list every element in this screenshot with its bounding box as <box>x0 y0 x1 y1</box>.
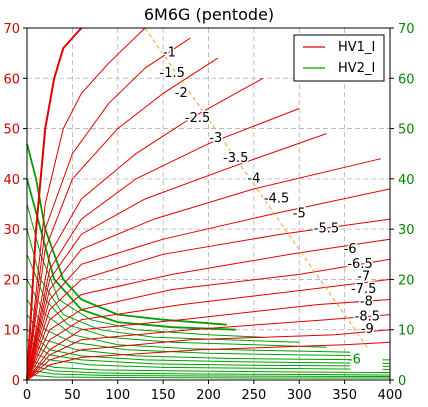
hv2-curve-12 <box>26 359 391 373</box>
extra-label: -6 <box>348 352 361 367</box>
axes: 0 50 100 150 200 250 300 350 4000102030405060700… <box>3 22 414 403</box>
x-tick-label-4: 200 <box>196 388 221 403</box>
curve-label-9: -5 <box>293 207 306 222</box>
curve-label-11: -6 <box>344 242 357 257</box>
curve-label-2: -1.5 <box>160 66 185 81</box>
hv2-curve-14 <box>26 369 391 377</box>
x-tick-label-7: 350 <box>332 388 357 403</box>
x-tick-label-2: 100 <box>105 388 130 403</box>
curve-label-8: -4.5 <box>264 191 289 206</box>
curve-label-15: -8 <box>360 295 373 310</box>
x-tick-label-6: 300 <box>287 388 312 403</box>
y-right-tick-label-4: 40 <box>398 173 415 188</box>
hv1-curve-1 <box>26 27 83 381</box>
y-left-tick-label-1: 10 <box>3 324 20 339</box>
y-right-tick-label-2: 20 <box>398 273 415 288</box>
curve-label-1: -1 <box>163 46 176 61</box>
y-left-tick-label-2: 20 <box>3 273 20 288</box>
curve-label-16: -8.5 <box>355 310 380 325</box>
hv2-curve-1 <box>26 143 227 326</box>
curve-label-14: -7.5 <box>351 282 376 297</box>
curve-label-17: -9 <box>361 322 374 337</box>
y-right-tick-label-1: 10 <box>398 324 415 339</box>
legend-label-hv1: HV1_I <box>338 40 375 55</box>
hv1-curve-14 <box>26 299 391 381</box>
hv1-curves <box>26 27 391 381</box>
curve-labels: -1-1.5-2-2.5-3-3.5-4-4.5-5-5.5-6-6.5-7-7… <box>158 44 383 372</box>
y-right-tick-label-5: 50 <box>398 123 415 138</box>
chart-title: 6M6G (pentode) <box>144 5 274 24</box>
y-left-tick-label-7: 70 <box>3 22 20 37</box>
hv1-curve-15 <box>26 314 391 381</box>
x-tick-label-3: 150 <box>151 388 176 403</box>
curve-label-10: -5.5 <box>314 222 339 237</box>
curve-label-7: -4 <box>247 171 260 186</box>
extra-label-bg <box>350 347 383 372</box>
hv1-curve-6 <box>26 108 300 381</box>
curve-label-12: -6.5 <box>347 257 372 272</box>
y-left-tick-label-3: 30 <box>3 223 20 238</box>
hv2-curve-11 <box>26 349 391 370</box>
legend: HV1_I HV2_I <box>293 34 385 82</box>
hv2-curve-3 <box>26 203 264 338</box>
hv1-curve-2 <box>26 27 146 381</box>
x-tick-label-0: 0 <box>23 388 31 403</box>
curve-label-13: -7 <box>357 269 370 284</box>
curve-label-6: -3.5 <box>223 151 248 166</box>
hv1-curve-9 <box>26 188 391 381</box>
hv1-curve-4 <box>26 57 218 381</box>
hv1-curve-3 <box>26 37 191 381</box>
hv1-curve-7 <box>26 133 327 381</box>
legend-label-hv2: HV2_I <box>338 61 375 76</box>
load-line <box>144 27 391 381</box>
hv1-curve-17 <box>26 341 391 381</box>
hv1-curve-5 <box>26 77 264 381</box>
y-right-tick-label-7: 70 <box>398 22 415 37</box>
hv1-curve-10 <box>26 218 391 381</box>
hv1-curve-8 <box>26 158 382 381</box>
hv1-curve-13 <box>26 278 391 381</box>
y-right-tick-label-6: 60 <box>398 72 415 87</box>
x-tick-label-8: 400 <box>378 388 403 403</box>
hv1-curve-11 <box>26 238 391 381</box>
y-left-tick-label-0: 0 <box>12 374 20 389</box>
y-left-tick-label-6: 60 <box>3 72 20 87</box>
hv2-curve-13 <box>26 364 391 376</box>
hv1-curve-16 <box>26 329 391 381</box>
x-tick-label-5: 250 <box>241 388 266 403</box>
y-left-tick-label-5: 50 <box>3 123 20 138</box>
curve-label-3: -2 <box>175 86 188 101</box>
y-left-tick-label-4: 40 <box>3 173 20 188</box>
y-right-tick-label-0: 0 <box>398 374 406 389</box>
legend-box <box>293 34 385 82</box>
y-right-tick-label-3: 30 <box>398 223 415 238</box>
hv2-curve-15 <box>26 374 390 379</box>
x-tick-label-1: 50 <box>64 388 81 403</box>
hv2-curves <box>26 143 391 379</box>
hv2-curve-7 <box>26 299 381 357</box>
curve-label-4: -2.5 <box>185 111 210 126</box>
curve-label-5: -3 <box>209 131 222 146</box>
